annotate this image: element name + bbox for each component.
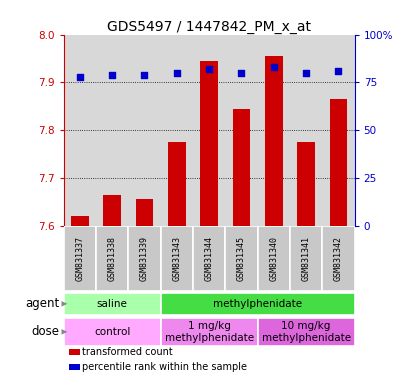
Point <box>302 70 309 76</box>
Bar <box>160 318 257 346</box>
Point <box>335 68 341 74</box>
Bar <box>257 226 289 291</box>
Text: GSM831341: GSM831341 <box>301 236 310 281</box>
Text: GSM831339: GSM831339 <box>139 236 148 281</box>
Text: dose: dose <box>31 325 59 338</box>
Bar <box>257 318 354 346</box>
Point <box>238 70 244 76</box>
Text: 1 mg/kg
methylphenidate: 1 mg/kg methylphenidate <box>164 321 253 343</box>
Bar <box>71 216 88 226</box>
Bar <box>63 226 96 291</box>
Text: GSM831340: GSM831340 <box>269 236 278 281</box>
Text: GSM831343: GSM831343 <box>172 236 181 281</box>
Bar <box>289 226 321 291</box>
Bar <box>200 61 218 226</box>
Text: GSM831344: GSM831344 <box>204 236 213 281</box>
Bar <box>135 199 153 226</box>
Text: GSM831345: GSM831345 <box>236 236 245 281</box>
Text: GSM831342: GSM831342 <box>333 236 342 281</box>
Bar <box>321 226 354 291</box>
Text: transformed count: transformed count <box>82 348 173 358</box>
Point <box>270 64 276 70</box>
Bar <box>69 364 79 371</box>
Bar <box>193 226 225 291</box>
Point <box>108 71 115 78</box>
Point <box>205 66 212 72</box>
Bar <box>103 195 121 226</box>
Bar <box>63 318 160 346</box>
Text: saline: saline <box>97 299 127 309</box>
Text: percentile rank within the sample: percentile rank within the sample <box>82 362 247 372</box>
Text: GSM831337: GSM831337 <box>75 236 84 281</box>
Bar <box>128 226 160 291</box>
Title: GDS5497 / 1447842_PM_x_at: GDS5497 / 1447842_PM_x_at <box>107 20 310 33</box>
Point <box>173 70 180 76</box>
Bar <box>329 99 346 226</box>
Point <box>141 71 147 78</box>
Bar <box>160 293 354 315</box>
Bar <box>232 109 250 226</box>
Point <box>76 73 83 79</box>
Bar <box>160 226 193 291</box>
Bar <box>69 349 79 356</box>
Text: GSM831338: GSM831338 <box>107 236 116 281</box>
Bar <box>167 142 185 226</box>
Text: control: control <box>94 327 130 337</box>
Bar <box>63 293 160 315</box>
Bar <box>225 226 257 291</box>
Bar <box>297 142 314 226</box>
Bar <box>264 56 282 226</box>
Text: agent: agent <box>25 297 59 310</box>
Bar <box>96 226 128 291</box>
Text: 10 mg/kg
methylphenidate: 10 mg/kg methylphenidate <box>261 321 350 343</box>
Text: methylphenidate: methylphenidate <box>213 299 301 309</box>
